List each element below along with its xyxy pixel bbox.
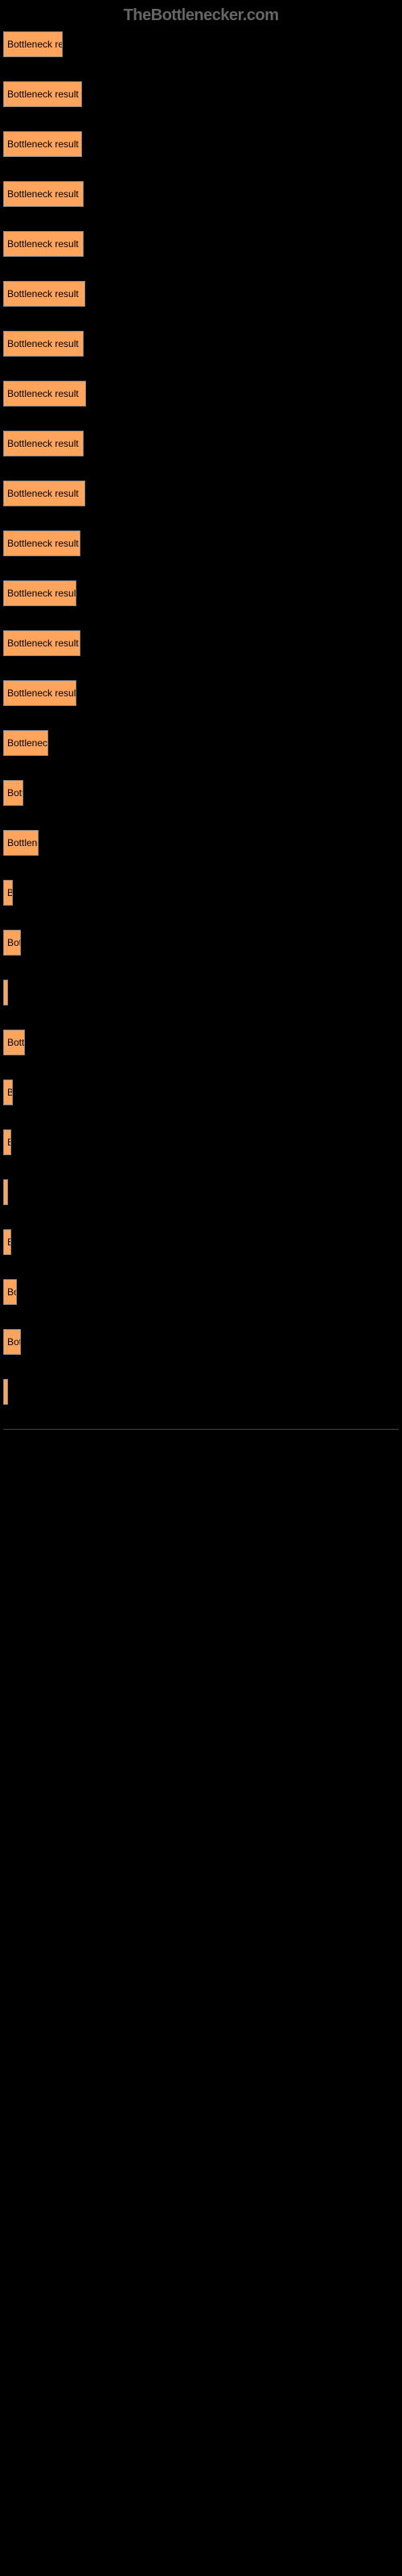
bar-row: Bottleneck result — [3, 1179, 399, 1205]
bar-label: Bottleneck result — [7, 388, 79, 399]
bar: Bottleneck result — [3, 780, 23, 806]
bar-label: Bottleneck result — [7, 488, 79, 499]
bar-label: Bottleneck result — [7, 837, 39, 848]
bar: Bottleneck result — [3, 1329, 21, 1355]
bar-row: Bottleneck result — [3, 131, 399, 157]
bar-label: Bottleneck result — [7, 588, 76, 599]
bar: Bottleneck result — [3, 1279, 17, 1305]
bar-label: Bottleneck result — [7, 1037, 25, 1048]
bar-row: Bottleneck result — [3, 1329, 399, 1355]
bar: Bottleneck result — [3, 181, 84, 207]
bar-label: Bottleneck result — [7, 987, 8, 998]
bar-label: Bottleneck result — [7, 1336, 21, 1348]
bar-row: Bottleneck result — [3, 31, 399, 57]
site-header: TheBottlenecker.com — [0, 0, 402, 31]
bar-row: Bottleneck result — [3, 331, 399, 357]
bar-chart: Bottleneck result Bottleneck result Bottle… — [0, 31, 402, 1405]
bar-row: Bottleneck result — [3, 1030, 399, 1055]
bar-label: Bottleneck result — [7, 438, 79, 449]
bar: Bottleneck result — [3, 830, 39, 856]
bar: Bottleneck result — [3, 281, 85, 307]
bar: Bottleneck result — [3, 1229, 11, 1255]
bar: Bottleneck result — [3, 31, 63, 57]
bar-label: Bottleneck result — [7, 1137, 11, 1148]
bar-label: Bottleneck result — [7, 238, 79, 250]
bar-label: Bottleneck result — [7, 89, 79, 100]
bar: Bottleneck result — [3, 930, 21, 956]
bar-row: Bottleneck result — [3, 1279, 399, 1305]
bar-row: Bottleneck result — [3, 780, 399, 806]
bar-row: Bottleneck result — [3, 281, 399, 307]
bar-row: Bottleneck result — [3, 530, 399, 556]
bar-row: Bottleneck result — [3, 930, 399, 956]
bar-row: Bottleneck result — [3, 830, 399, 856]
bar-row: Bottleneck result — [3, 481, 399, 506]
bar-label: Bottleneck result — [7, 188, 79, 200]
bar-label: Bottleneck result — [7, 638, 79, 649]
bar-row: Bottleneck result — [3, 580, 399, 606]
x-axis — [3, 1429, 399, 1430]
bar: Bottleneck result — [3, 680, 76, 706]
bar-label: Bottleneck result — [7, 737, 48, 749]
bar: Bottleneck result — [3, 1080, 13, 1105]
bar: Bottleneck result — [3, 630, 80, 656]
bar-row: Bottleneck result — [3, 1229, 399, 1255]
bar: Bottleneck result — [3, 81, 82, 107]
bar-row: Bottleneck result — [3, 730, 399, 756]
bar-row: Bottleneck result — [3, 81, 399, 107]
bar: Bottleneck result — [3, 1179, 8, 1205]
bar-label: Bottleneck result — [7, 338, 79, 349]
bar-label: Bottleneck result — [7, 138, 79, 150]
bar-label: Bottleneck result — [7, 39, 63, 50]
bar-label: Bottleneck result — [7, 288, 79, 299]
bar-row: Bottleneck result — [3, 381, 399, 407]
bar: Bottleneck result — [3, 980, 8, 1005]
bar: Bottleneck result — [3, 1129, 11, 1155]
bar-label: Bottleneck result — [7, 937, 21, 948]
bar-label: Bottleneck result — [7, 1087, 13, 1098]
bar-row: Bottleneck result — [3, 680, 399, 706]
bar: Bottleneck result — [3, 131, 82, 157]
bar-row: Bottleneck result — [3, 980, 399, 1005]
bar-row: Bottleneck result — [3, 231, 399, 257]
bar-label: Bottleneck result — [7, 787, 23, 799]
bar: Bottleneck result — [3, 1030, 25, 1055]
bar-label: Bottleneck result — [7, 687, 76, 699]
bar-label: Bottleneck result — [7, 1236, 11, 1248]
bar: Bottleneck result — [3, 880, 13, 906]
bar-label: Bottleneck result — [7, 887, 13, 898]
bar-row: Bottleneck result — [3, 181, 399, 207]
bar: Bottleneck result — [3, 580, 76, 606]
bar-label: Bottleneck result — [7, 1386, 8, 1397]
bar: Bottleneck result — [3, 381, 86, 407]
bar: Bottleneck result — [3, 331, 84, 357]
bar: Bottleneck result — [3, 481, 85, 506]
bar: Bottleneck result — [3, 1379, 8, 1405]
bar: Bottleneck result — [3, 530, 80, 556]
bar: Bottleneck result — [3, 231, 84, 257]
bar-label: Bottleneck result — [7, 1187, 8, 1198]
bar-label: Bottleneck result — [7, 538, 79, 549]
bar-row: Bottleneck result — [3, 630, 399, 656]
bar-label: Bottleneck result — [7, 1286, 17, 1298]
bar-row: Bottleneck result — [3, 880, 399, 906]
bar-row: Bottleneck result — [3, 1080, 399, 1105]
bar-row: Bottleneck result — [3, 431, 399, 456]
bar: Bottleneck result — [3, 730, 48, 756]
bar-row: Bottleneck result — [3, 1379, 399, 1405]
bar: Bottleneck result — [3, 431, 84, 456]
bar-row: Bottleneck result — [3, 1129, 399, 1155]
